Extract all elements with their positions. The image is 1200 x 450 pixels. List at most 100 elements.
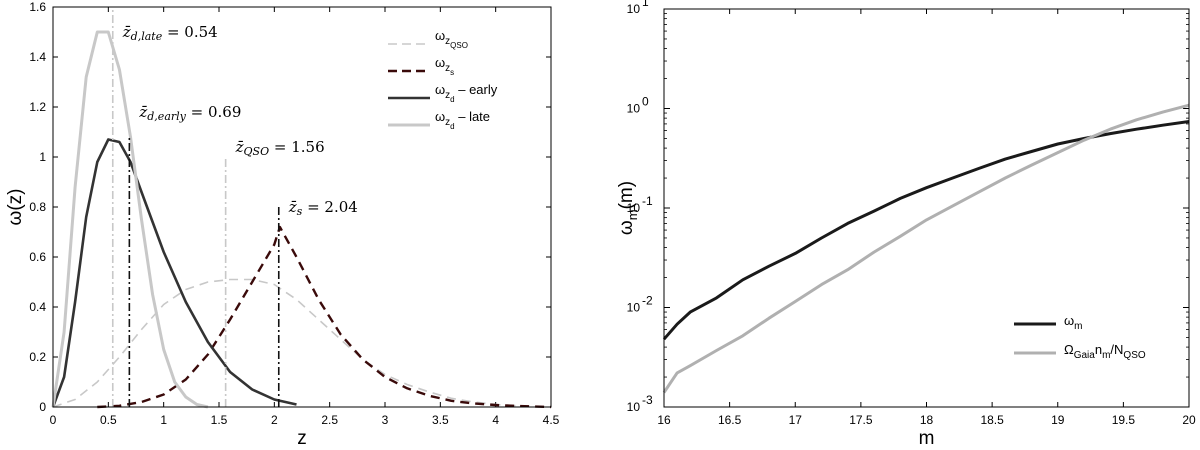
legend-part: Ω <box>1064 342 1074 357</box>
series-line-2 <box>51 138 297 408</box>
y-tick-label-left: 0.2 <box>29 350 46 364</box>
x-tick-label-right: 17.5 <box>849 413 873 427</box>
legend-entry-3: ωzd – late <box>435 109 490 131</box>
mean-annotation-sub: QSO <box>244 145 270 158</box>
mean-annotation-base: z̄ <box>138 103 147 121</box>
y-tick-label-right: 10 <box>627 2 641 16</box>
mean-annotation-1: z̄d,early = 0.69 <box>138 103 241 123</box>
y-tick-exponent: -3 <box>642 393 653 407</box>
legend-subsub: s <box>450 68 454 77</box>
mean-annotation-base: z̄ <box>235 138 244 156</box>
mean-annotation-value: = 1.56 <box>269 138 325 156</box>
legend-entry-2: ωzd – early <box>435 82 498 104</box>
mean-annotation-value: = 2.04 <box>302 198 358 216</box>
x-tick-label-right: 17 <box>789 413 803 427</box>
axes-frame-left <box>52 6 552 408</box>
legend-base: ω <box>435 55 445 70</box>
x-tick-label-left: 2 <box>271 413 278 427</box>
x-tick-label-left: 3.5 <box>432 413 449 427</box>
y-tick-label-right: 10 <box>627 400 641 414</box>
x-tick-label-right: 19 <box>1051 413 1065 427</box>
legend-subsub: d <box>450 95 454 104</box>
legend-entry-1: ωzs <box>435 55 454 77</box>
x-tick-label-right: 18.5 <box>980 413 1004 427</box>
legend-entry-right-0: ωm <box>1064 313 1083 332</box>
y-tick-exponent: 1 <box>642 0 649 9</box>
mean-annotation-base: z̄ <box>122 23 131 41</box>
y-tick-label-left: 1.2 <box>29 100 46 114</box>
y-label-sub: m <box>625 209 640 220</box>
y-tick-label-left: 1.6 <box>29 0 46 14</box>
x-tick-label-right: 18 <box>920 413 934 427</box>
y-tick-label-left: 0.6 <box>29 250 46 264</box>
y-tick-label-right: 10 <box>627 301 641 315</box>
x-tick-label-right: 16 <box>657 413 671 427</box>
series-line-3 <box>51 30 209 409</box>
legend-suffix: – late <box>455 109 490 124</box>
legend-part: Gaia <box>1074 350 1096 361</box>
mean-annotation-value: = 0.69 <box>186 103 242 121</box>
x-tick-label-right: 19.5 <box>1112 413 1136 427</box>
mean-annotation-2: z̄QSO = 1.56 <box>235 138 325 158</box>
mean-annotation-3: z̄s = 2.04 <box>288 198 358 218</box>
legend-subsub: QSO <box>450 41 468 50</box>
x-axis-label-right: m <box>919 428 935 449</box>
y-tick-label-right: 10 <box>627 102 641 116</box>
x-tick-label-left: 2.5 <box>321 413 338 427</box>
legend-base: ω <box>435 28 445 43</box>
mean-annotation-sub: d,late <box>131 30 163 43</box>
legend-part: QSO <box>1123 350 1145 361</box>
legend-subsub: d <box>450 122 454 131</box>
legend-sub: z <box>445 90 450 101</box>
y-tick-base: 10 <box>627 301 641 315</box>
legend-part: /N <box>1110 342 1123 357</box>
x-tick-label-left: 0 <box>50 413 57 427</box>
y-tick-base: 10 <box>627 400 641 414</box>
magnitude-weight-chart: 16 16.5 17 17.5 18 18.5 19 19.5 2010-310-210-110… <box>616 0 1196 449</box>
x-tick-label-left: 4.5 <box>543 413 560 427</box>
mean-annotation-sub: s <box>297 205 303 218</box>
y-tick-label-left: 0.8 <box>29 200 46 214</box>
series-line-right-1 <box>662 103 1190 394</box>
y-tick-label-right: 10 <box>627 201 641 215</box>
y-label-suffix: (m) <box>616 181 637 209</box>
x-tick-label-left: 1 <box>160 413 167 427</box>
legend-base: ω <box>435 109 445 124</box>
x-tick-label-right: 20 <box>1182 413 1196 427</box>
x-tick-label-left: 3 <box>382 413 389 427</box>
x-tick-label-left: 4 <box>492 413 499 427</box>
series-line-0 <box>52 278 518 408</box>
y-tick-exponent: 0 <box>642 95 649 109</box>
mean-annotation-value: = 0.54 <box>162 23 218 41</box>
y-tick-label-left: 1 <box>39 150 46 164</box>
legend-sub: z <box>445 63 450 74</box>
y-axis-label-left: ω(z) <box>5 189 26 226</box>
plot-area-left <box>53 7 551 407</box>
series-line-1 <box>97 225 552 409</box>
legend-sub: z <box>445 36 450 47</box>
y-tick-base: 10 <box>627 2 641 16</box>
x-tick-label-left: 1.5 <box>211 413 228 427</box>
y-tick-exponent: -1 <box>642 194 653 208</box>
y-tick-label-left: 1.4 <box>29 50 46 64</box>
y-tick-base: 10 <box>627 201 641 215</box>
legend-part: n <box>1095 342 1102 357</box>
y-tick-base: 10 <box>627 102 641 116</box>
y-axis-label-right: ωm(m) <box>616 181 640 235</box>
mean-annotation-0: z̄d,late = 0.54 <box>122 23 218 43</box>
legend-suffix: – early <box>455 82 498 97</box>
mean-annotation-sub: d,early <box>147 110 186 123</box>
y-tick-label-left: 0.4 <box>29 300 46 314</box>
plot-area-right <box>664 9 1189 407</box>
redshift-distribution-chart: 0 0.5 1 1.5 2 2.5 3 3.5 4 4.5 0 0.2 0.4 0.6 0.8 1 1.2 1.4… <box>5 0 560 449</box>
legend-sub: z <box>445 117 450 128</box>
legend-entry-0: ωzQSO <box>435 28 468 50</box>
mean-annotation-base: z̄ <box>288 198 297 216</box>
y-tick-exponent: -2 <box>642 294 653 308</box>
legend-base: ω <box>435 82 445 97</box>
y-tick-label-left: 0 <box>39 400 46 414</box>
x-tick-label-right: 16.5 <box>718 413 742 427</box>
x-tick-label-left: 0.5 <box>100 413 117 427</box>
legend-part: m <box>1074 321 1082 332</box>
